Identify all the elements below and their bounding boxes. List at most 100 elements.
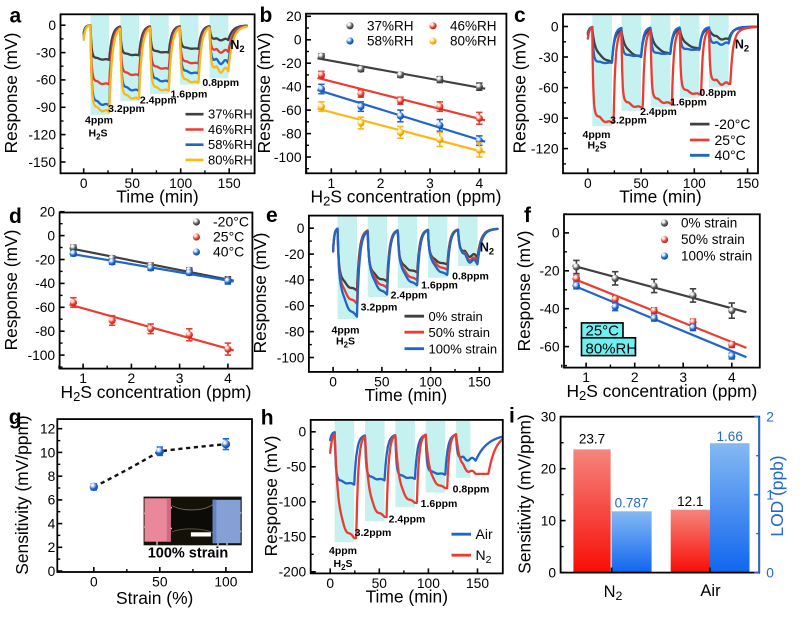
svg-text:20: 20: [286, 9, 302, 24]
svg-text:37%RH: 37%RH: [367, 18, 414, 33]
svg-text:0: 0: [297, 221, 305, 236]
svg-text:150: 150: [468, 375, 491, 390]
svg-text:-20: -20: [540, 264, 560, 279]
svg-text:Response (mV): Response (mV): [250, 233, 270, 354]
svg-text:-60: -60: [539, 80, 559, 95]
svg-text:-30: -30: [36, 45, 56, 60]
svg-text:58%RH: 58%RH: [208, 137, 253, 152]
svg-text:b: b: [260, 4, 273, 27]
svg-text:10: 10: [541, 513, 557, 528]
svg-text:H2S concentration (ppm): H2S concentration (ppm): [311, 187, 502, 209]
svg-text:0: 0: [548, 565, 556, 580]
svg-text:-20: -20: [282, 56, 302, 71]
svg-text:H2S: H2S: [588, 140, 607, 154]
svg-text:100: 100: [417, 576, 440, 591]
svg-text:4ppm: 4ppm: [582, 129, 610, 141]
svg-text:1: 1: [766, 487, 774, 502]
svg-text:2: 2: [631, 370, 639, 385]
svg-text:150: 150: [218, 176, 241, 191]
svg-text:46%RH: 46%RH: [208, 122, 253, 137]
svg-text:150: 150: [466, 576, 489, 591]
svg-text:-150: -150: [279, 530, 307, 545]
svg-text:12.1: 12.1: [677, 494, 703, 509]
svg-text:40°C: 40°C: [213, 244, 244, 260]
svg-text:50: 50: [374, 375, 390, 390]
svg-text:25°C: 25°C: [715, 132, 746, 148]
svg-text:-100: -100: [274, 150, 302, 165]
svg-text:100: 100: [214, 575, 237, 590]
svg-text:H2S: H2S: [336, 336, 355, 350]
svg-text:Sensitivity (mV/ppm): Sensitivity (mV/ppm): [515, 414, 535, 573]
svg-text:3.2ppm: 3.2ppm: [108, 103, 145, 115]
svg-text:100: 100: [419, 375, 442, 390]
svg-text:20: 20: [40, 205, 56, 220]
svg-text:3: 3: [176, 371, 184, 386]
svg-text:H2S: H2S: [89, 128, 108, 142]
svg-text:a: a: [10, 5, 22, 28]
svg-text:g: g: [9, 406, 22, 429]
svg-text:0% strain: 0% strain: [681, 216, 737, 231]
svg-text:-20°C: -20°C: [213, 214, 249, 230]
svg-text:H2S concentration (ppm): H2S concentration (ppm): [61, 382, 252, 404]
svg-text:1: 1: [327, 176, 335, 191]
svg-text:-60: -60: [540, 339, 560, 354]
svg-text:150: 150: [736, 176, 759, 191]
svg-text:Response (mV): Response (mV): [510, 33, 530, 154]
svg-text:d: d: [9, 205, 22, 228]
svg-text:0: 0: [326, 576, 334, 591]
svg-text:12: 12: [40, 422, 55, 437]
svg-text:0: 0: [90, 575, 98, 590]
svg-text:1.66: 1.66: [717, 429, 743, 444]
svg-text:4: 4: [475, 176, 483, 191]
svg-text:58%RH: 58%RH: [367, 34, 414, 49]
svg-text:37%RH: 37%RH: [208, 107, 253, 122]
svg-text:50: 50: [125, 176, 141, 191]
svg-text:f: f: [524, 204, 532, 227]
svg-text:3: 3: [679, 370, 687, 385]
svg-text:20: 20: [541, 461, 557, 476]
svg-text:1: 1: [79, 371, 87, 386]
svg-text:8: 8: [48, 469, 56, 484]
svg-text:2: 2: [48, 540, 56, 555]
svg-text:H2S concentration (ppm): H2S concentration (ppm): [566, 381, 757, 403]
svg-text:6: 6: [48, 493, 56, 508]
svg-text:1: 1: [582, 370, 590, 385]
svg-text:10: 10: [40, 445, 56, 460]
svg-text:Response (mV): Response (mV): [1, 230, 21, 351]
svg-text:0.8ppm: 0.8ppm: [452, 270, 489, 282]
svg-text:Time (min): Time (min): [365, 385, 447, 405]
svg-text:0: 0: [48, 564, 56, 579]
svg-text:h: h: [261, 407, 274, 430]
svg-text:0: 0: [551, 19, 559, 34]
svg-text:-120: -120: [28, 127, 56, 142]
svg-text:Response (mV): Response (mV): [1, 33, 21, 154]
svg-text:0: 0: [294, 33, 302, 48]
svg-text:80%RH: 80%RH: [208, 152, 253, 167]
svg-text:0: 0: [329, 375, 337, 390]
svg-text:-60: -60: [36, 73, 56, 88]
svg-text:Air: Air: [700, 582, 721, 600]
svg-text:-20: -20: [35, 252, 55, 267]
svg-text:-100: -100: [27, 348, 55, 363]
svg-text:0: 0: [299, 425, 307, 440]
svg-text:-60: -60: [282, 103, 302, 118]
svg-text:2: 2: [128, 371, 136, 386]
svg-text:0: 0: [552, 226, 560, 241]
svg-text:0: 0: [766, 565, 774, 580]
svg-text:i: i: [509, 405, 515, 428]
svg-text:4ppm: 4ppm: [85, 115, 113, 127]
svg-text:100: 100: [169, 176, 192, 191]
svg-text:-80: -80: [284, 324, 304, 339]
svg-text:50% strain: 50% strain: [429, 325, 490, 340]
svg-text:1.6ppm: 1.6ppm: [171, 89, 208, 101]
svg-text:0: 0: [48, 18, 56, 33]
svg-text:3.2ppm: 3.2ppm: [610, 115, 647, 127]
svg-text:3.2ppm: 3.2ppm: [355, 527, 392, 539]
svg-text:-60: -60: [284, 299, 304, 314]
svg-text:50: 50: [152, 575, 168, 590]
svg-text:0.8ppm: 0.8ppm: [202, 77, 239, 89]
svg-text:100: 100: [683, 176, 706, 191]
svg-text:25°C: 25°C: [213, 229, 244, 245]
svg-text:-100: -100: [277, 350, 305, 365]
svg-text:Time (min): Time (min): [116, 187, 198, 207]
